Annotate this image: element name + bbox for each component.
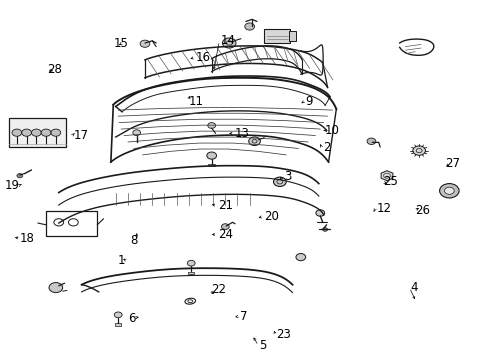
Circle shape [207, 123, 215, 129]
Circle shape [133, 130, 140, 135]
Text: 10: 10 [325, 124, 339, 137]
Text: 8: 8 [130, 234, 138, 247]
Circle shape [248, 137, 260, 145]
Circle shape [412, 146, 425, 155]
Text: 9: 9 [305, 95, 312, 108]
Text: 11: 11 [188, 95, 203, 108]
Circle shape [295, 253, 305, 261]
Circle shape [244, 23, 254, 30]
Text: 26: 26 [414, 204, 429, 217]
Circle shape [366, 138, 375, 144]
Text: 6: 6 [127, 311, 135, 325]
Circle shape [187, 260, 195, 266]
Circle shape [439, 184, 458, 198]
Text: 5: 5 [259, 339, 266, 352]
Text: 3: 3 [283, 170, 290, 183]
FancyBboxPatch shape [288, 31, 295, 41]
Text: 22: 22 [210, 283, 225, 296]
Text: 17: 17 [73, 129, 88, 142]
Circle shape [17, 174, 22, 178]
Circle shape [114, 312, 122, 318]
Circle shape [322, 228, 327, 231]
Text: 23: 23 [276, 328, 291, 341]
Circle shape [315, 210, 324, 216]
Circle shape [222, 38, 236, 48]
Text: 20: 20 [264, 210, 279, 223]
Text: 12: 12 [376, 202, 390, 215]
Text: 21: 21 [218, 199, 233, 212]
Text: 16: 16 [196, 51, 211, 64]
Circle shape [444, 187, 453, 194]
Circle shape [31, 129, 41, 136]
Text: 18: 18 [20, 231, 35, 244]
Text: 14: 14 [220, 34, 235, 48]
Circle shape [273, 177, 285, 186]
Circle shape [49, 283, 62, 293]
Circle shape [21, 129, 31, 136]
Text: 24: 24 [218, 228, 233, 241]
Text: 28: 28 [47, 63, 62, 76]
Circle shape [12, 129, 21, 136]
Text: 4: 4 [409, 281, 417, 294]
Text: 2: 2 [322, 141, 329, 154]
Text: 13: 13 [235, 127, 249, 140]
Circle shape [140, 40, 149, 47]
Circle shape [41, 129, 51, 136]
FancyBboxPatch shape [115, 323, 121, 325]
Text: 7: 7 [240, 310, 247, 323]
FancyBboxPatch shape [264, 29, 289, 43]
Text: 25: 25 [383, 175, 398, 188]
Circle shape [206, 152, 216, 159]
Circle shape [221, 224, 229, 229]
FancyBboxPatch shape [9, 118, 66, 147]
Text: 15: 15 [113, 36, 128, 50]
FancyBboxPatch shape [208, 164, 215, 166]
Circle shape [51, 129, 61, 136]
Text: 1: 1 [118, 254, 125, 267]
Text: 19: 19 [5, 179, 20, 192]
Text: 27: 27 [445, 157, 460, 170]
FancyBboxPatch shape [188, 272, 194, 274]
